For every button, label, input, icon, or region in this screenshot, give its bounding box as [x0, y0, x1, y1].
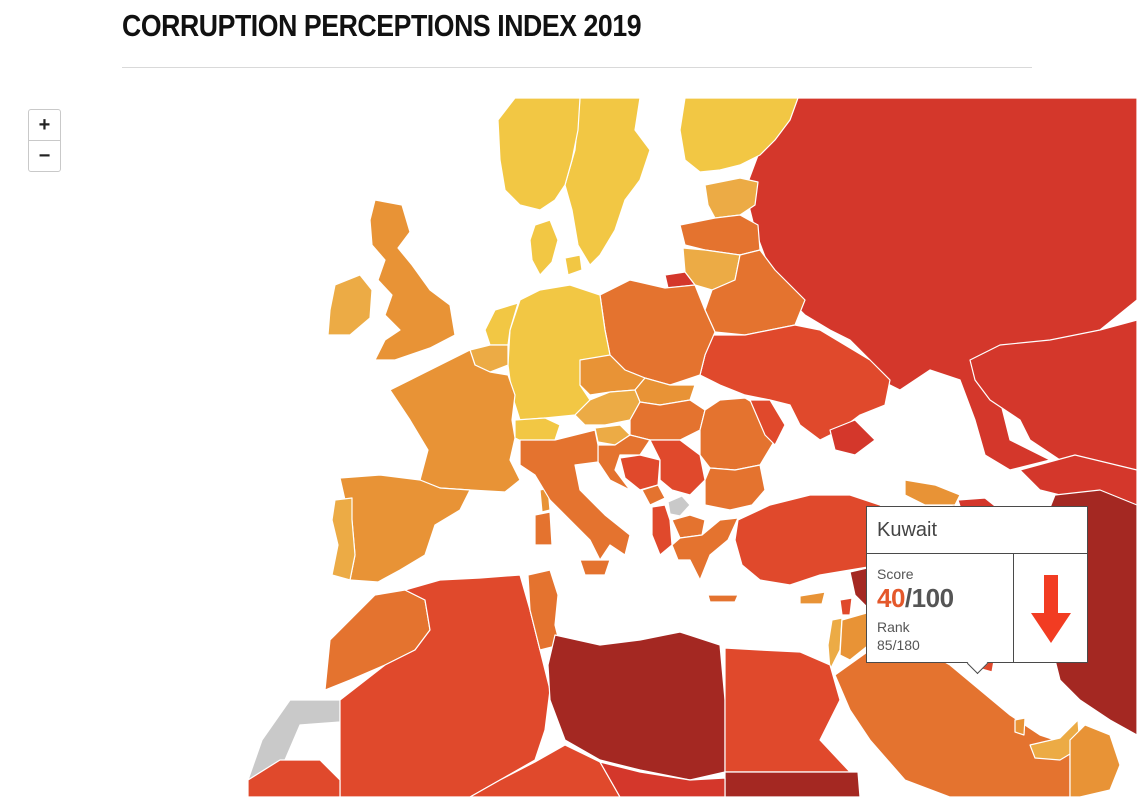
country-serbia[interactable]	[649, 439, 706, 496]
country-spain[interactable]	[339, 474, 471, 583]
country-greece[interactable]	[671, 517, 739, 581]
country-niger[interactable]	[469, 744, 621, 797]
country-chad[interactable]	[599, 761, 726, 797]
country-denmark[interactable]	[529, 219, 559, 276]
country-mali[interactable]	[247, 759, 341, 797]
country-lebanon[interactable]	[839, 597, 853, 616]
country-oman[interactable]	[1069, 724, 1121, 797]
tooltip-rank-value: 85/180	[877, 637, 920, 653]
country-egypt[interactable]	[724, 647, 851, 773]
country-cyprus[interactable]	[799, 591, 826, 605]
country-saudi-arabia[interactable]	[834, 644, 1071, 797]
page-title: CORRUPTION PERCEPTIONS INDEX 2019	[122, 8, 642, 43]
tooltip-score-label: Score	[877, 566, 914, 582]
zoom-in-button[interactable]: +	[38, 114, 51, 136]
country-albania[interactable]	[651, 504, 673, 556]
arrow-down-icon	[1031, 575, 1071, 643]
country-crimea[interactable]	[829, 419, 876, 456]
country-hungary[interactable]	[629, 399, 706, 441]
tooltip-country-name: Kuwait	[877, 519, 938, 541]
country-montenegro[interactable]	[641, 484, 666, 506]
country-sicily[interactable]	[579, 559, 611, 576]
tooltip-score-value: 40	[877, 583, 905, 613]
country-norway[interactable]	[497, 97, 581, 211]
country-denmark-island[interactable]	[564, 254, 583, 276]
tooltip-divider	[867, 553, 1087, 554]
country-sudan[interactable]	[724, 771, 861, 797]
country-estonia[interactable]	[704, 177, 759, 219]
tooltip-divider-vertical	[1013, 553, 1014, 662]
country-kosovo[interactable]	[667, 495, 691, 517]
title-divider	[122, 67, 1032, 68]
country-israel[interactable]	[827, 617, 843, 671]
tooltip-rank-label: Rank	[877, 619, 910, 635]
zoom-controls: + −	[28, 109, 61, 172]
country-moldova[interactable]	[749, 399, 786, 446]
country-finland[interactable]	[679, 97, 799, 173]
country-croatia[interactable]	[597, 434, 651, 491]
country-georgia[interactable]	[904, 479, 961, 506]
country-libya[interactable]	[547, 631, 726, 781]
country-italy[interactable]	[519, 429, 631, 561]
country-portugal[interactable]	[331, 497, 356, 581]
country-ireland[interactable]	[327, 274, 373, 336]
country-north-macedonia[interactable]	[671, 514, 706, 539]
country-uk[interactable]	[369, 199, 456, 361]
country-france[interactable]	[389, 349, 521, 493]
country-bulgaria[interactable]	[704, 464, 766, 511]
zoom-out-button[interactable]: −	[29, 140, 60, 171]
tooltip-score-max: /100	[904, 583, 954, 613]
country-sardinia[interactable]	[534, 511, 553, 546]
country-tooltip: Kuwait Score 40/100 Rank 85/180	[866, 506, 1088, 663]
country-qatar[interactable]	[1014, 717, 1026, 736]
country-algeria[interactable]	[339, 574, 551, 797]
country-crete[interactable]	[707, 594, 739, 603]
tooltip-score: 40/100	[877, 583, 954, 614]
